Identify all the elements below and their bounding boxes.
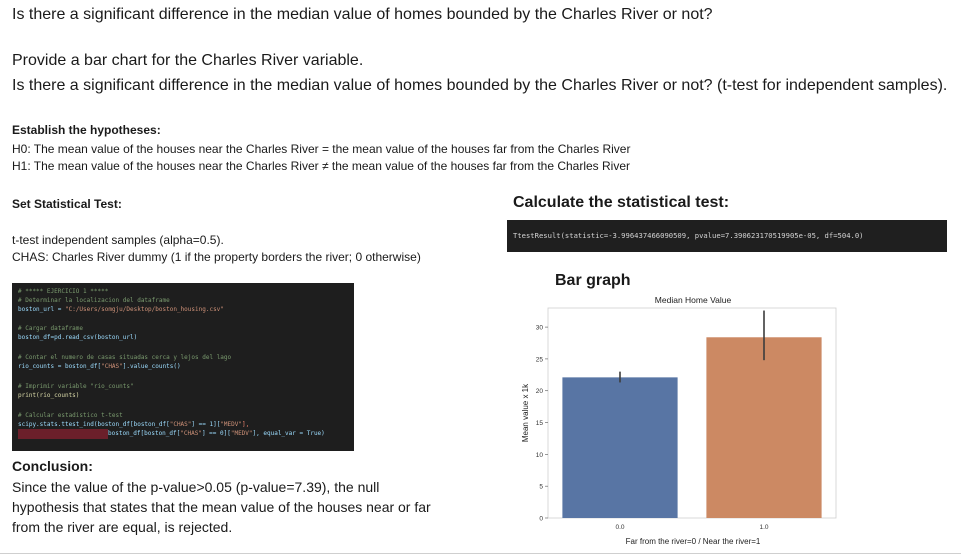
code-token: "CHAS" [180, 430, 202, 437]
code-token: boston_url = [18, 306, 65, 313]
code-token: ], [242, 421, 250, 428]
plot-frame [547, 307, 837, 519]
y-tick-label: 20 [536, 388, 544, 395]
x-axis-ticks: 0.0 1.0 [615, 524, 768, 531]
code-token: ], equal_var = True) [252, 430, 325, 437]
hypothesis-h0: H0: The mean value of the houses near th… [12, 142, 631, 156]
code-token: "MEDV" [220, 421, 242, 428]
test-description: t-test independent samples (alpha=0.5). [12, 233, 224, 247]
hypotheses-heading: Establish the hypotheses: [12, 123, 161, 137]
x-axis-label: Far from the river=0 / Near the river=1 [626, 537, 761, 546]
code-line: print(rio_counts) [18, 392, 80, 399]
question-title: Is there a significant difference in the… [12, 6, 713, 23]
bar-graph-heading: Bar graph [555, 272, 631, 289]
code-token: scipy.stats.ttest_ind(boston_df[boston_d… [18, 421, 170, 428]
bar-chart: Median Home Value 0 5 10 15 20 25 30 0.0 1.0 Fa… [521, 295, 837, 546]
code-line: # Cargar dataframe [18, 325, 84, 332]
x-tick-label: 1.0 [759, 524, 768, 531]
bar-0.0 [562, 377, 678, 518]
y-axis-label: Mean value x 1k [521, 383, 530, 442]
code-line: # Determinar la localizacion del datafra… [18, 297, 170, 304]
y-tick-label: 10 [536, 452, 544, 459]
code-cell: # ***** EJERCICIO 1 ***** # Determinar l… [12, 283, 354, 451]
statistical-test-heading: Set Statistical Test: [12, 197, 122, 211]
code-token: "C:/Users/somgju/Desktop/boston_housing.… [64, 306, 224, 313]
hypothesis-h1: H1: The mean value of the houses near th… [12, 159, 631, 173]
code-line: boston_url = "C:/Users/somgju/Desktop/bo… [18, 306, 224, 313]
conclusion-body: Since the value of the p-value>0.05 (p-v… [12, 479, 431, 535]
code-line: # ***** EJERCICIO 1 ***** [18, 288, 109, 295]
code-line: # Calcular estadistico t-test [18, 412, 123, 419]
y-tick-label: 5 [539, 484, 543, 491]
x-tick-label: 0.0 [615, 524, 624, 531]
code-token: rio_counts = boston_df[ [18, 363, 102, 370]
code-token: boston_df[boston_df[ [108, 430, 181, 437]
bar-1.0 [706, 337, 822, 518]
bars-group [562, 337, 822, 518]
code-token: "MEDV" [230, 430, 253, 437]
code-token: ] == 1][ [191, 421, 221, 428]
code-token: ].value_counts() [122, 363, 181, 370]
calculate-heading: Calculate the statistical test: [513, 194, 730, 211]
code-line: boston_df[boston_df["CHAS"] == 0]["MEDV"… [108, 430, 325, 437]
code-token: "CHAS" [101, 363, 123, 370]
y-axis-ticks: 0 5 10 15 20 25 30 [536, 325, 548, 523]
code-line: # Imprimir variable "rio_counts" [18, 383, 134, 390]
chas-description: CHAS: Charles River dummy (1 if the prop… [12, 250, 421, 264]
y-tick-label: 30 [536, 325, 544, 332]
chart-title: Median Home Value [655, 295, 732, 305]
code-line: rio_counts = boston_df["CHAS"].value_cou… [18, 363, 181, 370]
redacted-block [18, 429, 108, 439]
y-tick-label: 0 [539, 516, 543, 523]
code-token: "CHAS" [169, 421, 192, 428]
conclusion-heading: Conclusion: [12, 458, 93, 474]
task-ttest: Is there a significant difference in the… [12, 77, 948, 94]
code-line: boston_df=pd.read_csv(boston_url) [18, 334, 138, 341]
y-tick-label: 15 [536, 420, 544, 427]
code-line: scipy.stats.ttest_ind(boston_df[boston_d… [18, 421, 249, 428]
error-bars-group [619, 310, 765, 383]
code-line: # Contar el numero de casas situadas cer… [18, 354, 232, 361]
code-token: ] == 0][ [201, 430, 231, 437]
task-bar-chart: Provide a bar chart for the Charles Rive… [12, 52, 364, 69]
y-tick-label: 25 [536, 356, 544, 363]
ttest-result-output: TtestResult(statistic=-3.996437466090509… [507, 220, 947, 252]
bottom-divider [0, 553, 961, 554]
